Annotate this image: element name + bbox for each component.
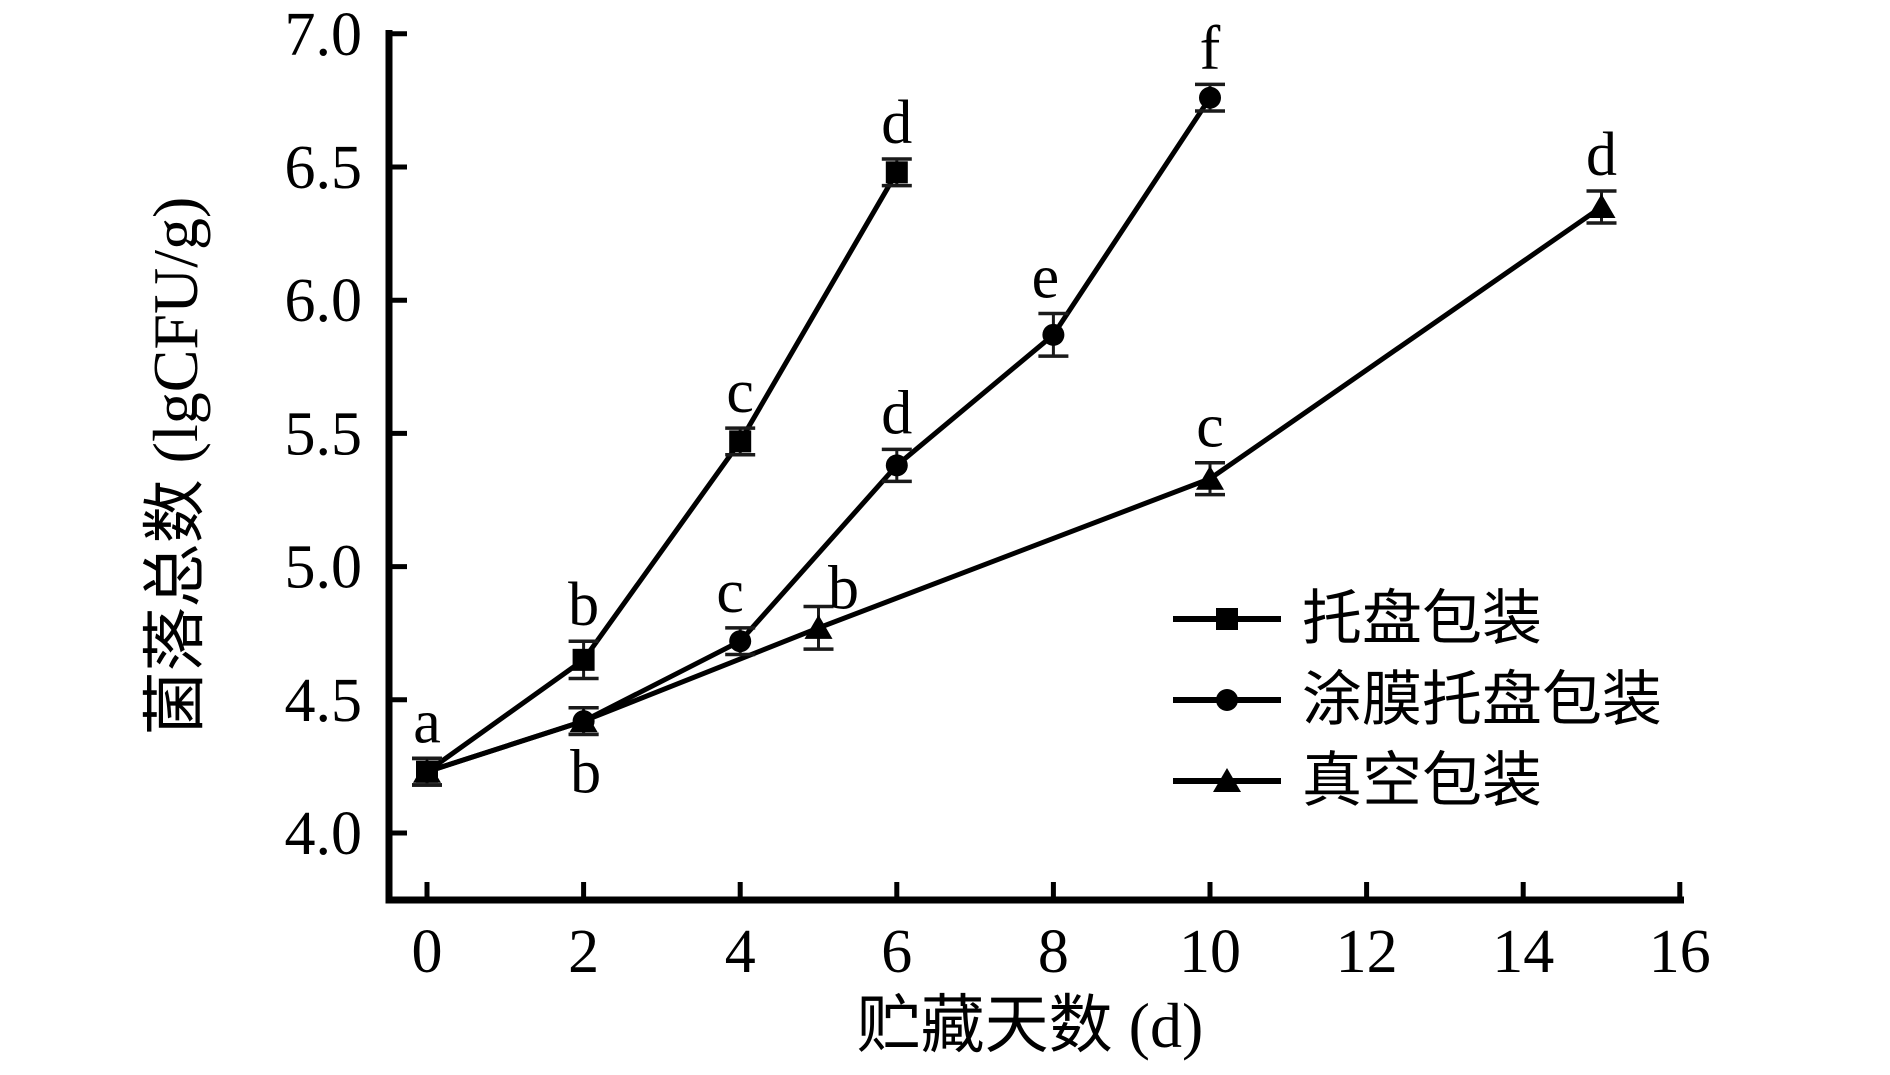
x-tick-label: 14 [1492, 918, 1554, 986]
data-point-triangle [1587, 193, 1616, 218]
data-point-square [885, 161, 908, 184]
legend-label: 真空包装 [1302, 748, 1542, 814]
legend-square-marker [1216, 608, 1238, 630]
x-tick-label: 16 [1649, 918, 1711, 986]
y-tick-label: 5.0 [285, 534, 363, 602]
x-tick-label: 8 [1038, 918, 1069, 986]
data-point-square [572, 648, 595, 671]
data-point-square [729, 430, 752, 453]
significance-letter: d [881, 379, 912, 447]
data-point-circle [1199, 86, 1221, 109]
significance-letter: b [570, 738, 601, 806]
legend-label: 托盘包装 [1302, 586, 1542, 652]
significance-letter: d [881, 89, 912, 157]
x-tick-label: 10 [1179, 918, 1241, 986]
y-tick-label: 6.0 [285, 267, 363, 335]
x-tick-label: 0 [412, 918, 443, 986]
series-line-2 [426, 96, 1213, 775]
significance-letter: e [1032, 244, 1060, 312]
x-tick-label: 6 [881, 918, 912, 986]
y-tick-label: 5.5 [285, 400, 363, 468]
significance-letter: c [716, 558, 744, 626]
legend-label: 涂膜托盘包装 [1302, 667, 1662, 733]
y-tick-label: 6.5 [285, 134, 363, 202]
data-point-circle [729, 630, 752, 653]
y-tick-label: 4.5 [285, 667, 363, 735]
y-tick-label: 4.0 [285, 800, 363, 868]
data-point-triangle [413, 758, 441, 783]
data-point-triangle [804, 614, 833, 639]
significance-letter: b [568, 571, 599, 639]
data-point-triangle [1196, 465, 1224, 490]
significance-letter: c [726, 358, 754, 426]
data-point-circle [1042, 323, 1065, 346]
data-point-triangle [569, 708, 598, 733]
x-tick-label: 4 [725, 918, 756, 986]
y-tick-label: 7.0 [285, 1, 363, 69]
significance-letter: d [1586, 121, 1617, 189]
significance-letter: b [828, 555, 859, 623]
significance-letter: a [413, 688, 441, 756]
y-axis-title: 菌落总数 (lgCFU/g) [140, 197, 211, 736]
significance-letter: f [1200, 14, 1221, 82]
legend-circle-marker [1216, 689, 1238, 711]
series-line-1 [425, 171, 899, 774]
data-point-circle [885, 454, 908, 477]
legend-triangle-marker [1213, 768, 1241, 792]
significance-letter: c [1196, 393, 1224, 461]
x-tick-label: 12 [1336, 918, 1398, 986]
x-axis-title: 贮藏天数 (d) [857, 990, 1204, 1061]
x-tick-label: 2 [568, 918, 599, 986]
